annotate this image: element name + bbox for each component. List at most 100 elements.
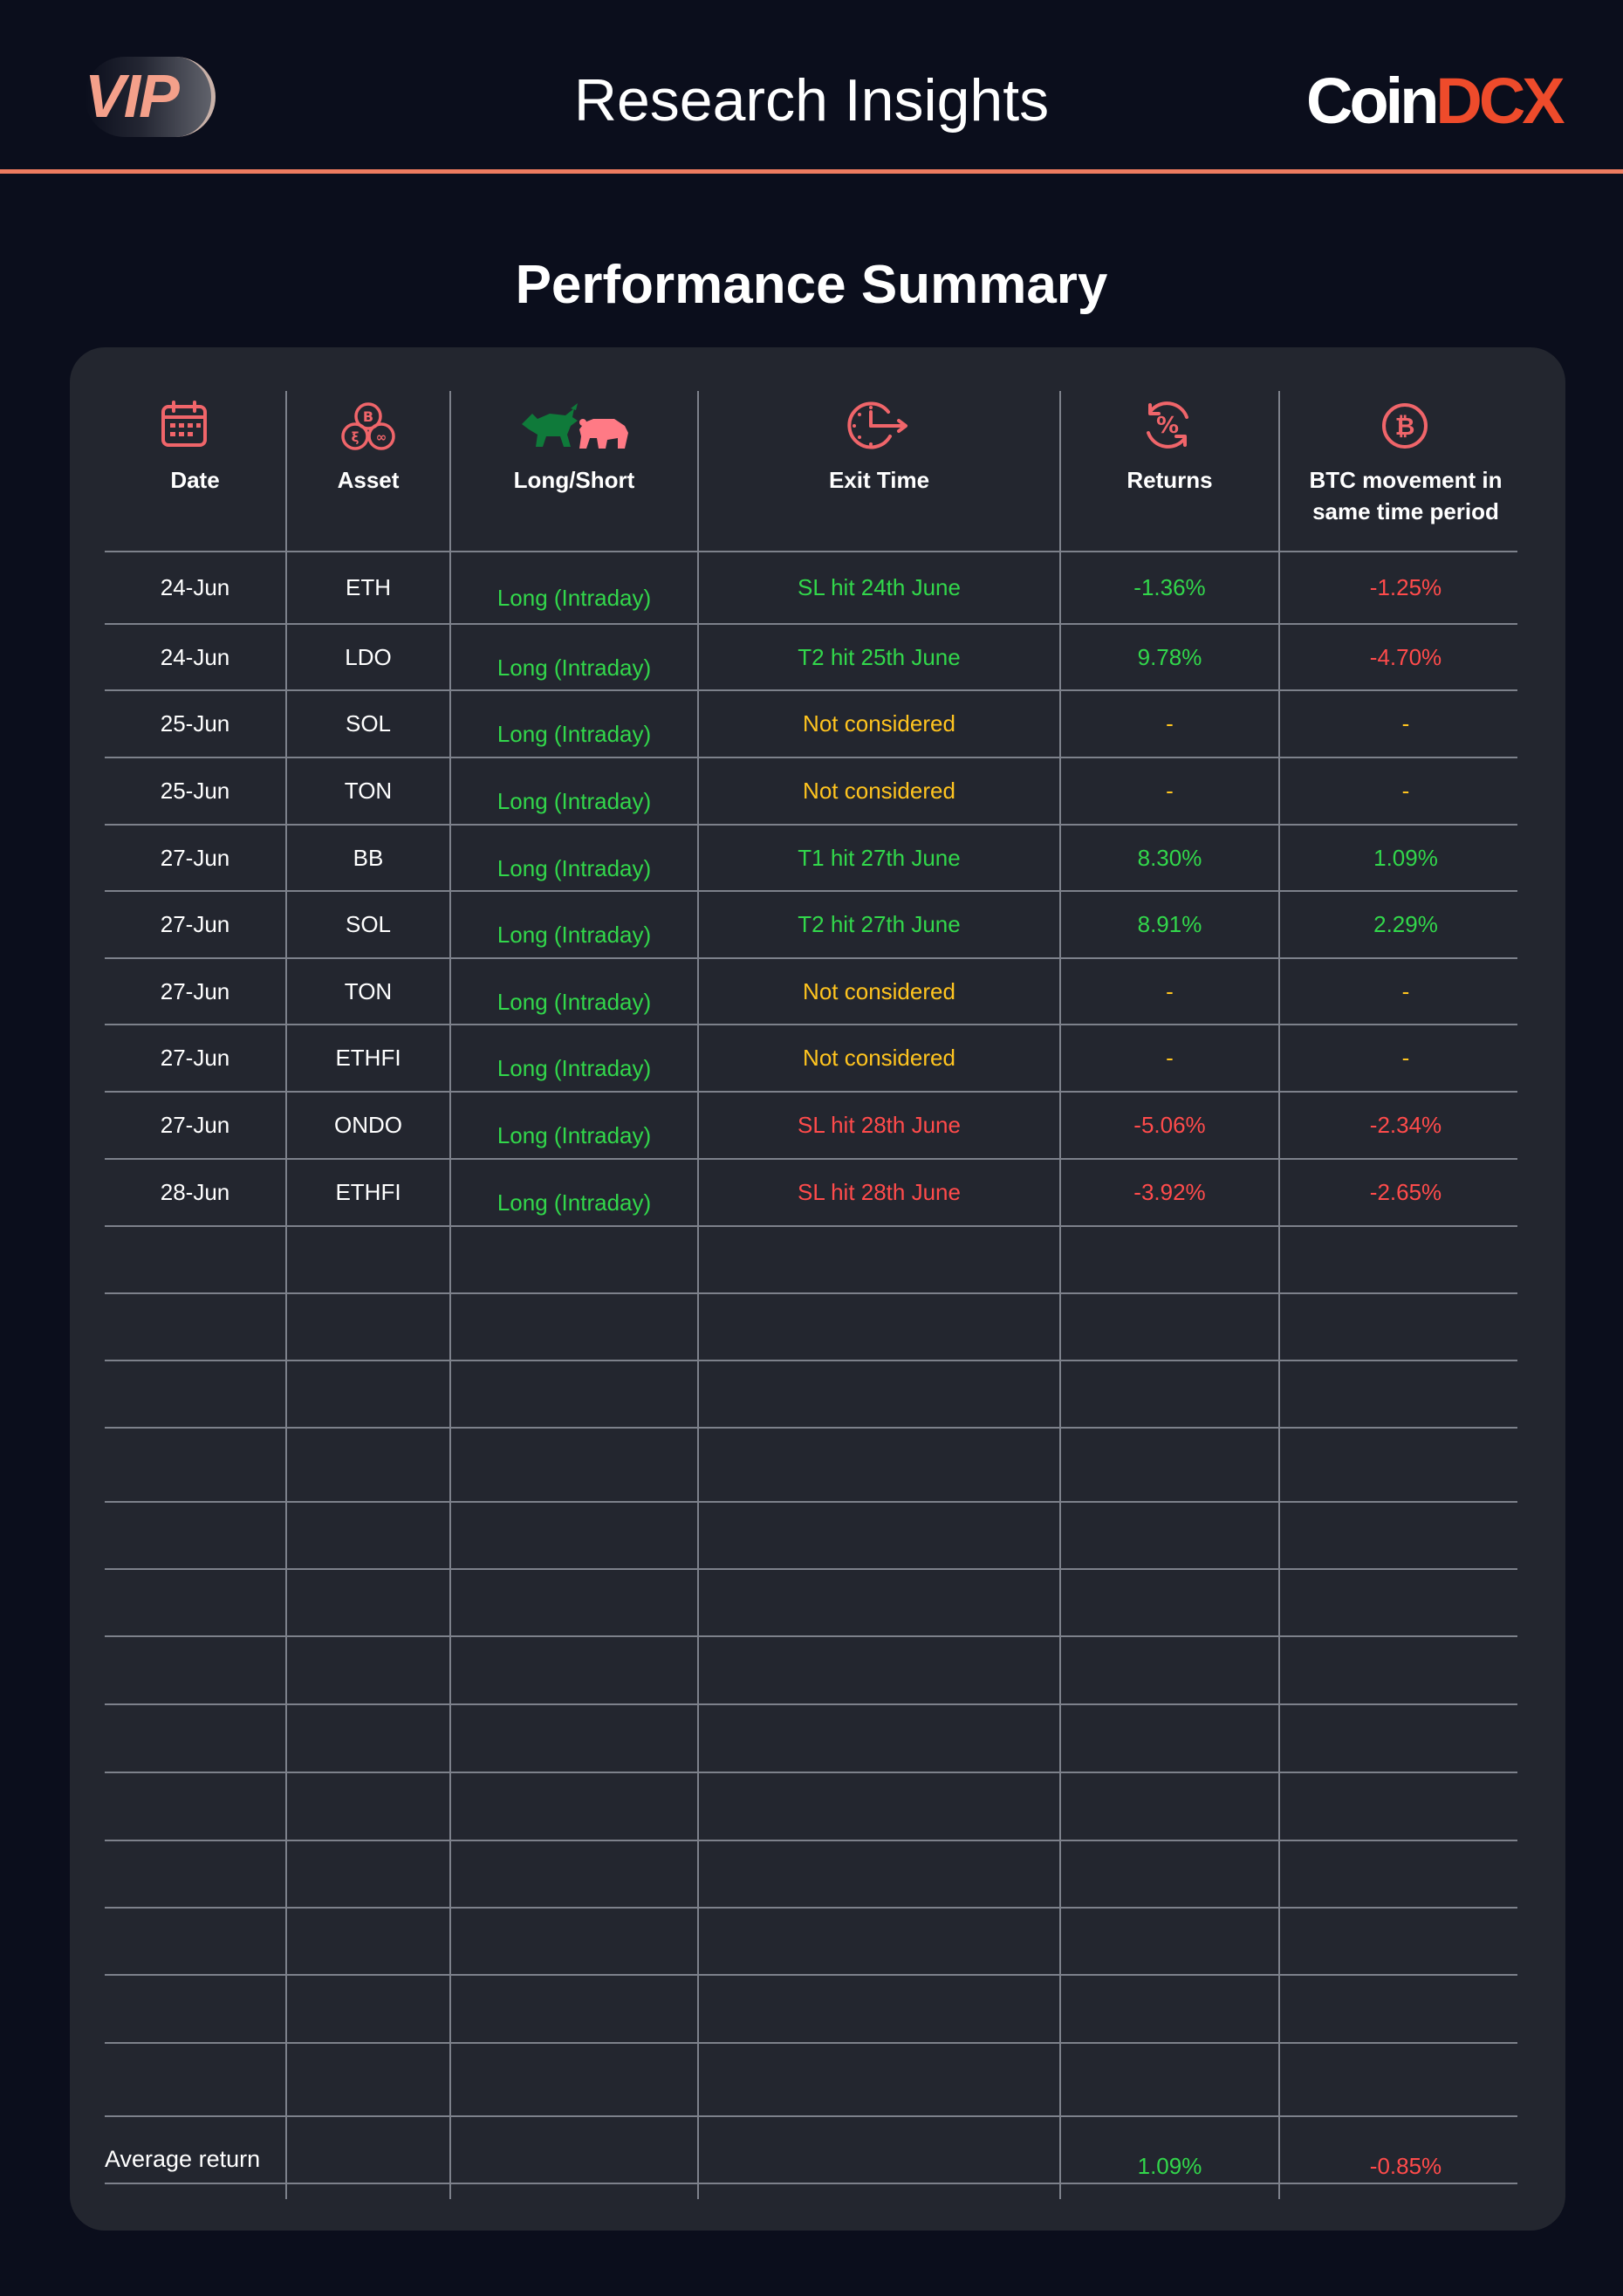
cell-returns: - (1166, 977, 1174, 1004)
cell-asset: ONDO (334, 1111, 402, 1138)
logo-coin-text: Coin (1306, 65, 1439, 137)
cell-btc-movement: - (1401, 1044, 1410, 1071)
crypto-coins-icon: B ξ ∞ (341, 402, 395, 450)
row-divider (105, 1703, 1517, 1705)
row-divider (105, 1360, 1517, 1361)
average-returns-value: 1.09% (1137, 2153, 1202, 2179)
row-divider (105, 551, 1517, 552)
vip-badge: VIP (85, 57, 216, 137)
row-divider (105, 890, 1517, 892)
column-header-asset: Asset (337, 467, 400, 493)
column-header-btc-line2: same time period (1312, 498, 1499, 524)
cell-returns: -3.92% (1133, 1178, 1206, 1205)
row-divider (105, 1907, 1517, 1909)
cell-asset: SOL (345, 910, 392, 937)
cell-btc-movement: -2.34% (1369, 1111, 1442, 1138)
cell-btc-movement: - (1401, 777, 1410, 804)
svg-text:B: B (363, 408, 373, 425)
column-header-returns: Returns (1127, 467, 1213, 493)
bitcoin-icon: ₿ (1382, 403, 1428, 449)
cell-returns: - (1166, 709, 1174, 737)
performance-table-card (70, 347, 1565, 2231)
cell-exit-time: SL hit 28th June (798, 1111, 961, 1138)
cell-exit-time: Not considered (803, 1044, 955, 1071)
logo-dcx-text: DCX (1435, 65, 1565, 137)
column-header-btc-movement: BTC movement in same time period (1280, 464, 1531, 527)
row-divider (105, 689, 1517, 691)
column-header-exit-time: Exit Time (828, 467, 930, 493)
cell-returns: - (1166, 777, 1174, 804)
cell-date: 25-Jun (160, 777, 230, 804)
cell-btc-movement: 1.09% (1373, 844, 1438, 871)
cell-exit-time: SL hit 28th June (798, 1178, 961, 1205)
column-divider (449, 391, 451, 2199)
cell-asset: TON (344, 777, 393, 804)
row-divider (105, 757, 1517, 758)
header: VIP Research Insights CoinDCX (0, 0, 1623, 171)
calendar-icon (161, 401, 207, 447)
cell-exit-time: T2 hit 25th June (798, 643, 961, 670)
cell-btc-movement: 2.29% (1373, 910, 1438, 937)
svg-text:ξ: ξ (352, 429, 360, 445)
cell-btc-movement: - (1401, 977, 1410, 1004)
cell-asset: SOL (345, 709, 392, 737)
row-divider (105, 1840, 1517, 1841)
row-divider (105, 1292, 1517, 1294)
row-divider (105, 1568, 1517, 1570)
cell-position: Long (Intraday) (496, 584, 652, 611)
page-title: Research Insights (573, 67, 1050, 134)
cell-position: Long (Intraday) (496, 988, 652, 1015)
cell-exit-time: T2 hit 27th June (798, 910, 961, 937)
bull-bear-icon (522, 403, 628, 449)
column-header-long-short: Long/Short (513, 467, 635, 493)
cell-asset: ETHFI (335, 1044, 401, 1071)
cell-returns: 9.78% (1137, 643, 1202, 670)
column-divider (285, 391, 287, 2199)
column-header-date: Date (170, 467, 220, 493)
cell-position: Long (Intraday) (496, 787, 652, 814)
cell-date: 27-Jun (160, 910, 230, 937)
cell-position: Long (Intraday) (496, 720, 652, 747)
row-divider (105, 1024, 1517, 1025)
row-divider (105, 2042, 1517, 2044)
header-divider (0, 169, 1623, 174)
cell-returns: 8.30% (1137, 844, 1202, 871)
cell-btc-movement: -2.65% (1369, 1178, 1442, 1205)
cell-returns: -1.36% (1133, 573, 1206, 600)
average-return-label: Average return (105, 2146, 261, 2172)
cell-exit-time: Not considered (803, 709, 955, 737)
svg-text:%: % (1156, 413, 1179, 439)
cell-date: 27-Jun (160, 977, 230, 1004)
cell-position: Long (Intraday) (496, 921, 652, 948)
column-divider (1059, 391, 1061, 2199)
row-divider (105, 1501, 1517, 1503)
cell-btc-movement: -1.25% (1369, 573, 1442, 600)
cell-date: 27-Jun (160, 1044, 230, 1071)
cell-asset: LDO (345, 643, 392, 670)
coindcx-logo: CoinDCX (1306, 65, 1565, 137)
percent-icon: % (1147, 401, 1188, 449)
clock-icon (847, 401, 907, 449)
cell-position: Long (Intraday) (496, 1189, 652, 1216)
cell-position: Long (Intraday) (496, 1054, 652, 1081)
cell-asset: BB (353, 844, 384, 871)
cell-date: 24-Jun (160, 573, 230, 600)
column-divider (1278, 391, 1280, 2199)
cell-asset: ETH (346, 573, 391, 600)
cell-position: Long (Intraday) (496, 1121, 652, 1148)
cell-exit-time: T1 hit 27th June (798, 844, 961, 871)
cell-btc-movement: -4.70% (1369, 643, 1442, 670)
cell-returns: - (1166, 1044, 1174, 1071)
cell-date: 24-Jun (160, 643, 230, 670)
row-divider (105, 2183, 1517, 2184)
row-divider (105, 1158, 1517, 1160)
row-divider (105, 1772, 1517, 1773)
row-divider (105, 1225, 1517, 1227)
row-divider (105, 1635, 1517, 1637)
cell-returns: -5.06% (1133, 1111, 1206, 1138)
cell-date: 27-Jun (160, 1111, 230, 1138)
row-divider (105, 1427, 1517, 1429)
average-btc-value: -0.85% (1369, 2153, 1442, 2179)
vip-badge-text: VIP (85, 62, 180, 130)
row-divider (105, 2115, 1517, 2117)
